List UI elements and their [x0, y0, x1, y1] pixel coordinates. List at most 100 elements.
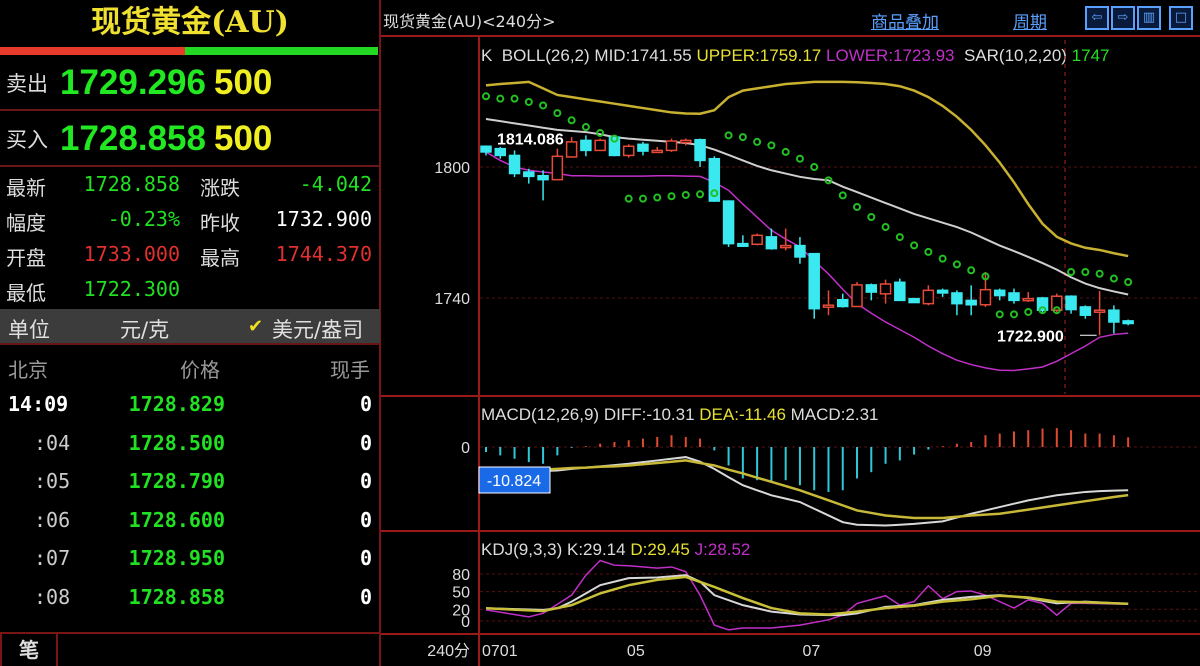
candle-body — [1008, 292, 1020, 302]
macd-legend: MACD(12,26,9) DIFF:-10.31 DEA:-11.46 MAC… — [481, 405, 879, 425]
candle-body — [523, 171, 535, 178]
x-tick-label: 09 — [974, 643, 992, 660]
cursor-value-box — [478, 466, 551, 494]
candle-body — [622, 145, 635, 157]
candle-body — [1065, 295, 1077, 311]
candle-body — [537, 174, 549, 181]
candle-body — [822, 304, 835, 308]
sar-dot — [1067, 268, 1076, 277]
sar-dot — [638, 194, 647, 203]
check-icon: ✔ — [248, 316, 264, 337]
y-tick-label: 0 — [461, 614, 470, 631]
sar-dot — [596, 128, 605, 137]
sar-dot — [581, 123, 590, 132]
quote-panel: 现货黄金(AU) 卖出 1729.296 500 买入 1728.858 500… — [0, 0, 381, 666]
sar-dot — [952, 260, 961, 269]
candle-body — [565, 141, 578, 158]
sar-dot — [795, 154, 804, 163]
info-label: 最低 — [6, 281, 46, 305]
candle-body — [1122, 320, 1134, 325]
y-tick-label: 1800 — [434, 160, 470, 177]
cursor-value: -10.824 — [487, 473, 541, 490]
tick-price: 1728.600 — [128, 507, 225, 532]
sar-dot — [1124, 278, 1133, 287]
sar-dot — [496, 94, 505, 103]
scroll-left-button[interactable]: ⇦ — [1085, 6, 1109, 30]
tick-time: :07 — [34, 546, 71, 571]
info-value: 1728.858 — [83, 172, 180, 196]
overlay-link[interactable]: 商品叠加 — [871, 13, 939, 33]
candle-body — [737, 242, 749, 247]
info-label: 开盘 — [6, 246, 46, 270]
y-tick-label: 20 — [452, 602, 470, 619]
y-tick-label: 50 — [452, 585, 470, 602]
sell-row: 卖出 1729.296 500 — [0, 56, 380, 111]
legend-boll: BOLL(26,2) — [501, 46, 590, 65]
unit-option-usd-per-ounce[interactable]: 美元/盎司 — [272, 318, 364, 342]
maximize-button[interactable]: □ — [1169, 6, 1193, 30]
sell-ratio-bar — [0, 47, 185, 55]
info-label: 昨收 — [200, 211, 240, 235]
info-value: 1744.370 — [275, 242, 372, 266]
split-view-button[interactable]: ▥ — [1137, 6, 1161, 30]
period-label: 240分 — [427, 642, 470, 660]
candle-body — [765, 236, 778, 250]
tick-row: :08 1728.858 0 — [0, 579, 380, 617]
candle-body — [837, 298, 849, 308]
scroll-right-button[interactable]: ⇨ — [1111, 6, 1135, 30]
chart-panel: 现货黄金(AU)<240分> 商品叠加 周期 ⇦ ⇨ ▥ □ K BOLL(26… — [383, 0, 1200, 666]
buy-row: 买入 1728.858 500 — [0, 112, 380, 167]
tick-price: 1728.790 — [128, 469, 225, 494]
legend-diff: DIFF:-10.31 — [603, 405, 695, 424]
sar-dot — [510, 94, 519, 103]
sar-dot — [724, 131, 733, 140]
info-value: 1733.000 — [83, 242, 180, 266]
tab-trades[interactable]: 笔 — [0, 632, 58, 666]
sar-dot — [553, 109, 562, 118]
chart-title: 现货黄金(AU)<240分> — [383, 12, 556, 31]
tick-row: 14:09 1728.829 0 — [0, 386, 380, 424]
candle-body — [1036, 297, 1049, 311]
y-tick-label: 1740 — [434, 291, 470, 308]
info-row: 开盘 1733.000 最高 1744.370 — [0, 238, 380, 273]
candle-body — [580, 139, 592, 152]
candle-body — [894, 281, 906, 302]
sar-dot — [539, 101, 548, 110]
tick-time: 14:09 — [8, 392, 69, 416]
price-header: 价格 — [180, 358, 220, 382]
unit-selector: 单位 元/克 ✔ 美元/盎司 — [0, 309, 380, 345]
buy-volume: 500 — [213, 118, 273, 158]
sar-dot — [624, 194, 633, 203]
tick-price: 1728.829 — [128, 392, 225, 416]
sar-dot — [781, 147, 790, 156]
sar-dot — [881, 223, 890, 232]
sar-dot — [981, 272, 990, 281]
dea-line — [485, 459, 1129, 520]
tick-row: :04 1728.500 0 — [0, 425, 380, 463]
period-link[interactable]: 周期 — [1013, 13, 1047, 33]
buy-label: 买入 — [6, 127, 48, 152]
candle-body — [680, 139, 692, 144]
candle-body — [694, 138, 706, 162]
time-header: 北京 — [8, 358, 48, 382]
sar-dot — [1081, 268, 1090, 277]
tick-volume: 0 — [359, 469, 372, 494]
x-tick-label: 05 — [627, 643, 645, 660]
sar-dot — [710, 189, 719, 198]
candle-body — [637, 143, 649, 152]
tick-volume: 0 — [359, 430, 372, 455]
legend-upper: UPPER:1759.17 — [696, 46, 822, 65]
candle-body — [651, 149, 663, 154]
tick-row: :06 1728.600 0 — [0, 502, 380, 540]
j-line — [485, 559, 1129, 631]
unit-option-yuan-per-gram[interactable]: 元/克 — [120, 318, 170, 342]
divider — [58, 632, 380, 634]
legend-kdj-k: K:29.14 — [566, 540, 626, 559]
unit-label: 单位 — [8, 318, 50, 342]
legend-kdj-d: D:29.45 — [630, 540, 690, 559]
info-row: 幅度 -0.23% 昨收 1732.900 — [0, 203, 380, 238]
sar-dot — [667, 192, 676, 201]
info-row: 最新 1728.858 涨跌 -4.042 — [0, 168, 380, 203]
candle-body — [494, 147, 507, 157]
